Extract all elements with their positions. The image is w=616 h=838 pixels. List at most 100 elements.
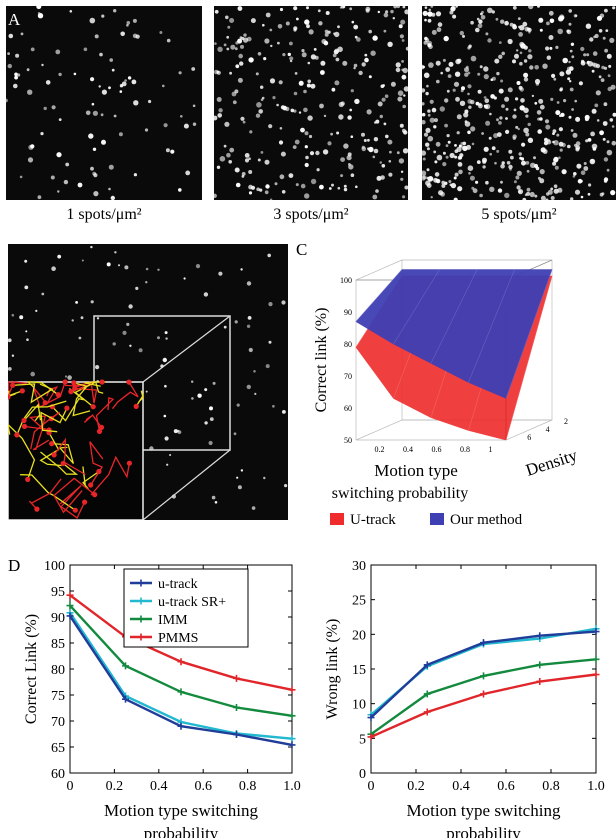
spot xyxy=(341,6,345,9)
spot xyxy=(401,39,405,42)
spot xyxy=(501,161,505,165)
spot xyxy=(350,89,354,93)
spot xyxy=(550,187,554,191)
spot xyxy=(319,103,324,109)
spot xyxy=(169,453,172,457)
data-point xyxy=(177,722,185,730)
spot xyxy=(372,155,376,159)
spot xyxy=(498,41,502,44)
spot xyxy=(477,23,483,29)
spot xyxy=(176,429,180,433)
spot xyxy=(337,25,340,29)
spot xyxy=(453,176,457,180)
spot xyxy=(533,156,536,160)
spot xyxy=(548,10,554,16)
spot xyxy=(457,162,463,167)
spot xyxy=(282,410,286,414)
spot xyxy=(516,49,519,52)
spot xyxy=(225,15,229,20)
spot xyxy=(298,111,302,114)
spot xyxy=(506,161,511,165)
spot xyxy=(586,61,590,65)
spot xyxy=(256,102,262,108)
track-line xyxy=(23,403,42,421)
spot xyxy=(505,107,509,111)
spot xyxy=(185,170,191,176)
tick-y: 75 xyxy=(51,689,65,704)
spot xyxy=(549,46,553,50)
data-point xyxy=(423,661,431,669)
spot xyxy=(208,440,213,446)
spot xyxy=(281,190,286,194)
spot xyxy=(531,94,535,98)
spot xyxy=(504,96,510,102)
spot xyxy=(98,85,101,88)
spot xyxy=(515,97,519,101)
legend-label: IMM xyxy=(158,613,188,628)
spot xyxy=(349,7,353,11)
spot xyxy=(298,80,304,86)
spot xyxy=(267,253,272,258)
spot xyxy=(553,188,559,194)
spot xyxy=(145,281,148,284)
density-label-1: 1 spots/μm² xyxy=(66,206,142,223)
spot xyxy=(241,175,245,178)
spot xyxy=(217,46,223,52)
track-line xyxy=(135,390,144,407)
legend-label: PMMS xyxy=(158,631,198,646)
density-label-3: 3 spots/μm² xyxy=(273,206,349,223)
data-point xyxy=(288,741,296,749)
spot xyxy=(204,388,208,392)
spot xyxy=(108,187,111,191)
spot xyxy=(365,6,371,12)
spot xyxy=(264,38,270,44)
spot xyxy=(327,141,332,146)
spot xyxy=(482,165,486,169)
spot xyxy=(479,65,483,69)
spot xyxy=(166,38,171,43)
spot xyxy=(383,122,387,126)
tick-y: 20 xyxy=(352,628,366,643)
spot xyxy=(464,72,469,77)
spot xyxy=(403,86,408,92)
spot xyxy=(521,142,526,147)
spot xyxy=(396,6,400,9)
track-end xyxy=(62,379,68,385)
spot xyxy=(265,364,270,369)
spot xyxy=(111,68,115,72)
spot xyxy=(459,100,466,107)
spot xyxy=(92,110,98,116)
spot xyxy=(568,115,572,119)
spot xyxy=(426,84,429,88)
spot xyxy=(234,89,239,94)
spot xyxy=(454,155,458,159)
spot xyxy=(467,84,472,89)
spot xyxy=(304,193,310,199)
spot xyxy=(515,125,519,129)
track-end xyxy=(126,379,132,385)
spot xyxy=(545,124,551,130)
spot xyxy=(268,302,273,307)
spot xyxy=(487,7,493,14)
track-line xyxy=(53,437,86,476)
spot xyxy=(455,96,460,102)
spot xyxy=(30,371,35,377)
spot xyxy=(424,18,427,22)
spot xyxy=(585,139,589,143)
spot xyxy=(525,132,530,137)
spot xyxy=(537,6,540,8)
spot xyxy=(109,58,113,62)
spot xyxy=(346,155,352,161)
spot xyxy=(361,132,365,137)
spot xyxy=(485,120,491,126)
spot xyxy=(431,29,437,35)
spot xyxy=(90,77,95,82)
spot xyxy=(93,191,99,197)
spot xyxy=(491,10,495,14)
spot xyxy=(480,15,486,20)
spot xyxy=(92,171,97,176)
spot xyxy=(536,110,542,115)
spot xyxy=(498,121,502,125)
spot xyxy=(367,138,370,142)
spot xyxy=(402,148,408,154)
